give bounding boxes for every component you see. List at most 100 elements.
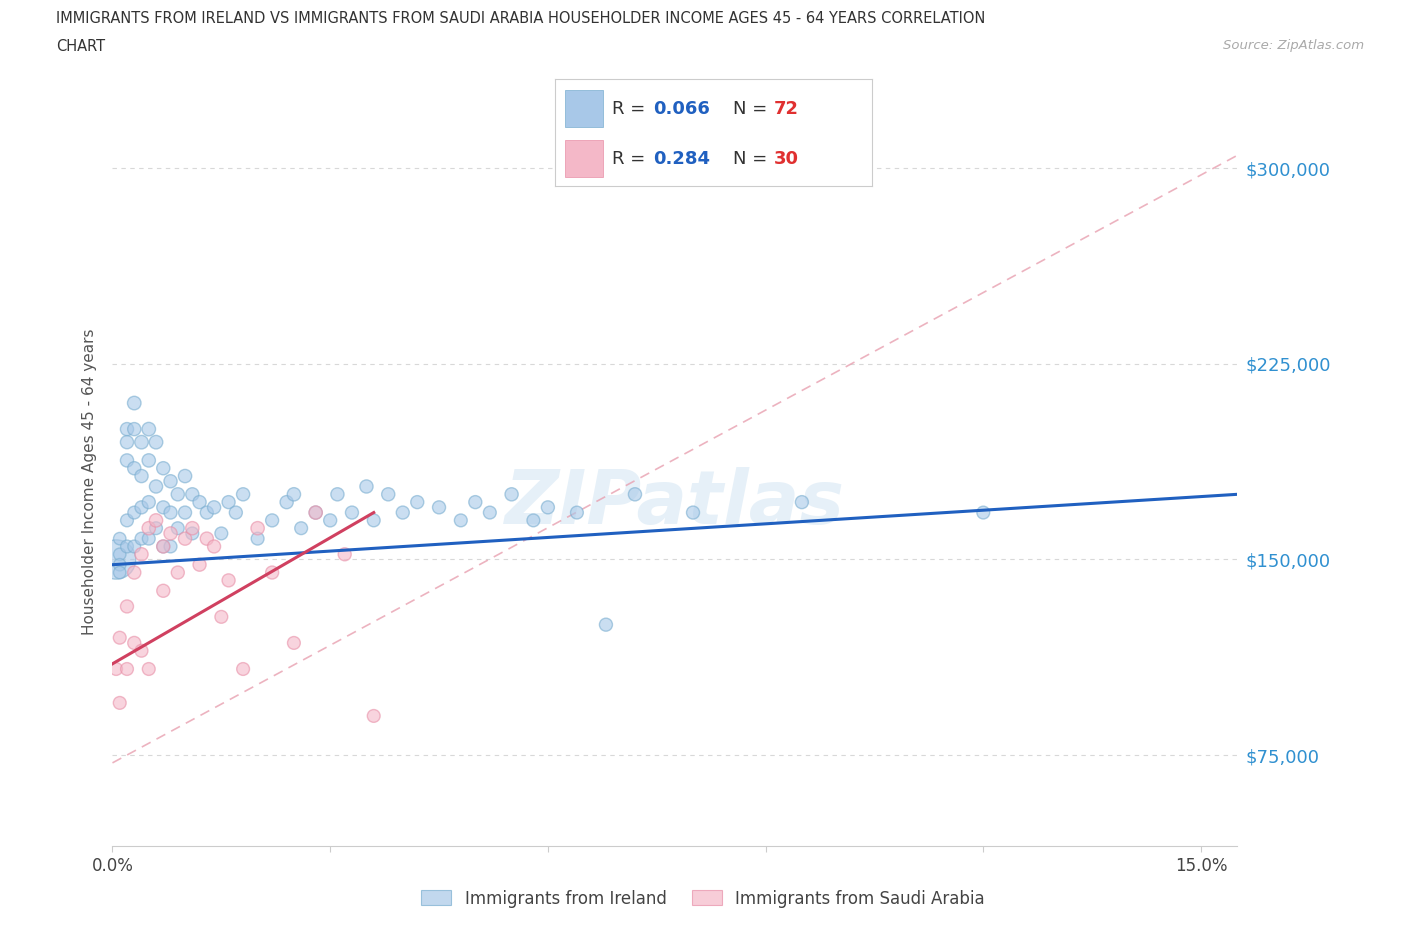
Point	[138, 495, 160, 510]
Point	[326, 487, 349, 502]
Point	[122, 565, 145, 580]
Point	[166, 487, 188, 502]
Point	[174, 469, 197, 484]
Point	[105, 552, 128, 567]
Point	[202, 539, 225, 554]
Text: Source: ZipAtlas.com: Source: ZipAtlas.com	[1223, 39, 1364, 52]
Point	[225, 505, 247, 520]
Point	[333, 547, 356, 562]
Point	[138, 531, 160, 546]
Point	[145, 479, 167, 494]
Point	[152, 583, 174, 598]
Point	[115, 661, 138, 676]
Point	[218, 573, 240, 588]
Point	[209, 609, 232, 624]
Point	[188, 557, 211, 572]
Point	[166, 521, 188, 536]
Point	[145, 513, 167, 528]
Point	[159, 473, 181, 489]
Point	[682, 505, 704, 520]
Point	[377, 487, 399, 502]
Point	[522, 513, 544, 528]
Point	[131, 547, 153, 562]
Point	[202, 500, 225, 515]
Point	[595, 618, 617, 632]
Point	[115, 513, 138, 528]
Point	[195, 505, 218, 520]
Point	[122, 421, 145, 436]
Point	[450, 513, 472, 528]
Point	[363, 709, 385, 724]
Point	[152, 539, 174, 554]
Text: 72: 72	[773, 100, 799, 118]
Point	[501, 487, 523, 502]
Point	[340, 505, 363, 520]
FancyBboxPatch shape	[565, 140, 603, 178]
Point	[131, 469, 153, 484]
Point	[152, 539, 174, 554]
Point	[108, 531, 131, 546]
Point	[537, 500, 560, 515]
Point	[391, 505, 413, 520]
Point	[152, 460, 174, 475]
Point	[131, 500, 153, 515]
Text: 30: 30	[773, 151, 799, 168]
Point	[972, 505, 994, 520]
Point	[246, 521, 269, 536]
Point	[131, 434, 153, 449]
Point	[276, 495, 298, 510]
Point	[246, 531, 269, 546]
Point	[283, 487, 305, 502]
Point	[122, 460, 145, 475]
Point	[174, 505, 197, 520]
Point	[319, 513, 342, 528]
Point	[427, 500, 450, 515]
Point	[122, 395, 145, 410]
Point	[122, 635, 145, 650]
Text: N =: N =	[733, 151, 772, 168]
Text: R =: R =	[613, 151, 651, 168]
Point	[181, 526, 204, 541]
Text: 0.066: 0.066	[654, 100, 710, 118]
Point	[565, 505, 588, 520]
Point	[305, 505, 328, 520]
Point	[108, 557, 131, 572]
Point	[122, 505, 145, 520]
Point	[624, 487, 647, 502]
Point	[115, 453, 138, 468]
Text: ZIPatlas: ZIPatlas	[505, 467, 845, 539]
Text: 0.284: 0.284	[654, 151, 710, 168]
Point	[145, 434, 167, 449]
Point	[232, 661, 254, 676]
Point	[195, 531, 218, 546]
Point	[131, 531, 153, 546]
FancyBboxPatch shape	[565, 90, 603, 127]
Point	[406, 495, 429, 510]
Point	[138, 661, 160, 676]
Point	[138, 453, 160, 468]
Point	[122, 539, 145, 554]
Point	[174, 531, 197, 546]
Point	[105, 661, 128, 676]
Point	[181, 521, 204, 536]
Text: IMMIGRANTS FROM IRELAND VS IMMIGRANTS FROM SAUDI ARABIA HOUSEHOLDER INCOME AGES : IMMIGRANTS FROM IRELAND VS IMMIGRANTS FR…	[56, 11, 986, 26]
Point	[115, 434, 138, 449]
Point	[188, 495, 211, 510]
Point	[181, 487, 204, 502]
Point	[108, 547, 131, 562]
Y-axis label: Householder Income Ages 45 - 64 years: Householder Income Ages 45 - 64 years	[82, 328, 97, 634]
Point	[478, 505, 501, 520]
Legend: Immigrants from Ireland, Immigrants from Saudi Arabia: Immigrants from Ireland, Immigrants from…	[415, 883, 991, 914]
Text: N =: N =	[733, 100, 772, 118]
Text: R =: R =	[613, 100, 651, 118]
Point	[108, 565, 131, 580]
Point	[218, 495, 240, 510]
Point	[356, 479, 378, 494]
Point	[209, 526, 232, 541]
Point	[290, 521, 312, 536]
Point	[108, 696, 131, 711]
Point	[152, 500, 174, 515]
Point	[145, 521, 167, 536]
Text: CHART: CHART	[56, 39, 105, 54]
Point	[166, 565, 188, 580]
